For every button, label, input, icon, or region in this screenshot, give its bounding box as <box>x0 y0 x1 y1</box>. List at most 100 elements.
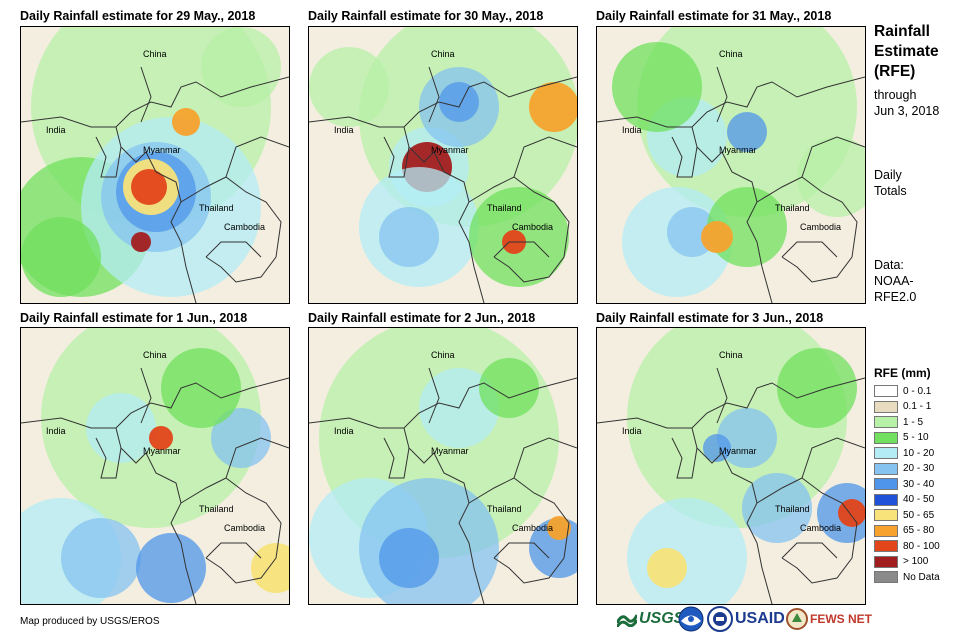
legend-item: 10 - 20 <box>874 446 934 460</box>
fewsnet-icon <box>786 608 808 630</box>
legend-swatch <box>874 540 898 552</box>
rainfall-blob <box>131 169 167 205</box>
rainfall-blob <box>136 533 206 603</box>
country-border <box>801 437 865 479</box>
rainfall-map-30may: China India Myanmar Thailand Cambodia <box>308 26 578 304</box>
country-border <box>597 377 865 429</box>
panel-title-2: Daily Rainfall estimate for 30 May., 201… <box>308 9 544 23</box>
rainfall-blob <box>21 217 101 297</box>
rainfall-blob <box>717 408 777 468</box>
legend-swatch <box>874 400 898 413</box>
rainfall-blob <box>479 358 539 418</box>
through-label: through <box>874 88 917 102</box>
through-date: Jun 3, 2018 <box>874 104 940 118</box>
country-border <box>309 377 577 429</box>
country-border <box>781 542 838 559</box>
rainfall-blob <box>727 112 767 152</box>
legend-label: No Data <box>903 571 940 583</box>
rfe-title-line1: Rainfall <box>874 23 930 40</box>
country-border <box>513 437 577 479</box>
country-border <box>140 66 152 123</box>
rainfall-blob <box>703 434 731 462</box>
map-label-myanmar: Myanmar <box>143 145 181 155</box>
noaa-icon <box>678 606 704 632</box>
rainfall-blob <box>379 207 439 267</box>
map-credit: Map produced by USGS/EROS <box>20 616 160 627</box>
rainfall-blob <box>211 408 271 468</box>
legend-swatch <box>874 431 898 444</box>
legend-item: 20 - 30 <box>874 462 934 476</box>
legend-item: No Data <box>874 570 940 584</box>
legend-item: > 100 <box>874 555 928 569</box>
map-label-cambodia: Cambodia <box>800 523 842 533</box>
usaid-text: USAID <box>735 610 785 627</box>
panel-title-5: Daily Rainfall estimate for 2 Jun., 2018 <box>308 311 536 325</box>
country-border <box>225 437 289 479</box>
map-label-china: China <box>143 49 167 59</box>
rainfall-blob <box>647 548 687 588</box>
rainfall-blob <box>149 426 173 450</box>
map-label-myanmar: Myanmar <box>431 446 469 456</box>
usgs-text: USGS <box>639 610 685 627</box>
legend-item: 65 - 80 <box>874 524 934 538</box>
rainfall-blob <box>742 473 812 543</box>
legend-item: 0.1 - 1 <box>874 400 931 414</box>
map-label-china: China <box>431 49 455 59</box>
usgs-logo: USGS <box>617 604 684 634</box>
rfe-title-line3: (RFE) <box>874 63 916 80</box>
map-label-myanmar: Myanmar <box>719 446 757 456</box>
map-label-myanmar: Myanmar <box>719 145 757 155</box>
legend-title: RFE (mm) <box>874 366 931 380</box>
map-label-thailand: Thailand <box>775 504 810 514</box>
legend-swatch <box>874 462 898 475</box>
legend-swatch <box>874 509 898 521</box>
legend-label: 65 - 80 <box>903 525 935 536</box>
country-border <box>383 136 410 178</box>
legend-label: 20 - 30 <box>903 463 935 474</box>
map-label-india: India <box>334 125 354 135</box>
country-border <box>180 176 282 283</box>
rainfall-blob <box>612 42 702 132</box>
legend-item: 30 - 40 <box>874 477 934 491</box>
map-label-india: India <box>622 426 642 436</box>
rainfall-map-31may: China India Myanmar Thailand Cambodia <box>596 26 866 304</box>
daily-label: Daily <box>874 168 902 182</box>
country-border <box>225 136 289 178</box>
rainfall-map-1jun: China India Myanmar Thailand Cambodia <box>20 327 290 605</box>
rainfall-blob <box>309 47 389 127</box>
totals-label: Totals <box>874 184 907 198</box>
panel-title-1: Daily Rainfall estimate for 29 May., 201… <box>20 9 256 23</box>
legend-label: 5 - 10 <box>903 432 929 443</box>
country-border <box>140 367 152 424</box>
country-border <box>691 427 773 604</box>
rainfall-blob <box>701 221 733 253</box>
data-label: Data: <box>874 258 904 272</box>
rainfall-blob <box>131 232 151 252</box>
country-border <box>716 367 728 424</box>
country-border <box>716 66 728 123</box>
panel-title-3: Daily Rainfall estimate for 31 May., 201… <box>596 9 832 23</box>
map-label-china: China <box>719 350 743 360</box>
map-label-thailand: Thailand <box>487 504 522 514</box>
legend-item: 50 - 65 <box>874 508 934 522</box>
map-label-india: India <box>46 125 66 135</box>
map-label-myanmar: Myanmar <box>143 446 181 456</box>
country-border <box>671 136 698 178</box>
panel-title-6: Daily Rainfall estimate for 3 Jun., 2018 <box>596 311 824 325</box>
country-border <box>468 477 570 584</box>
rainfall-field <box>597 27 865 303</box>
legend-swatch <box>874 555 898 568</box>
rainfall-map-3jun: China India Myanmar Thailand Cambodia <box>596 327 866 605</box>
country-border <box>383 437 410 479</box>
country-border <box>95 136 122 178</box>
legend-swatch <box>874 493 898 506</box>
legend-swatch <box>874 524 898 537</box>
country-border <box>428 367 440 424</box>
rainfall-field <box>21 27 289 303</box>
country-border <box>756 176 858 283</box>
rainfall-blob <box>86 393 156 463</box>
rainfall-field <box>309 328 577 604</box>
legend-swatch <box>874 385 898 397</box>
legend-label: 50 - 65 <box>903 509 935 521</box>
legend-item: 5 - 10 <box>874 431 929 445</box>
